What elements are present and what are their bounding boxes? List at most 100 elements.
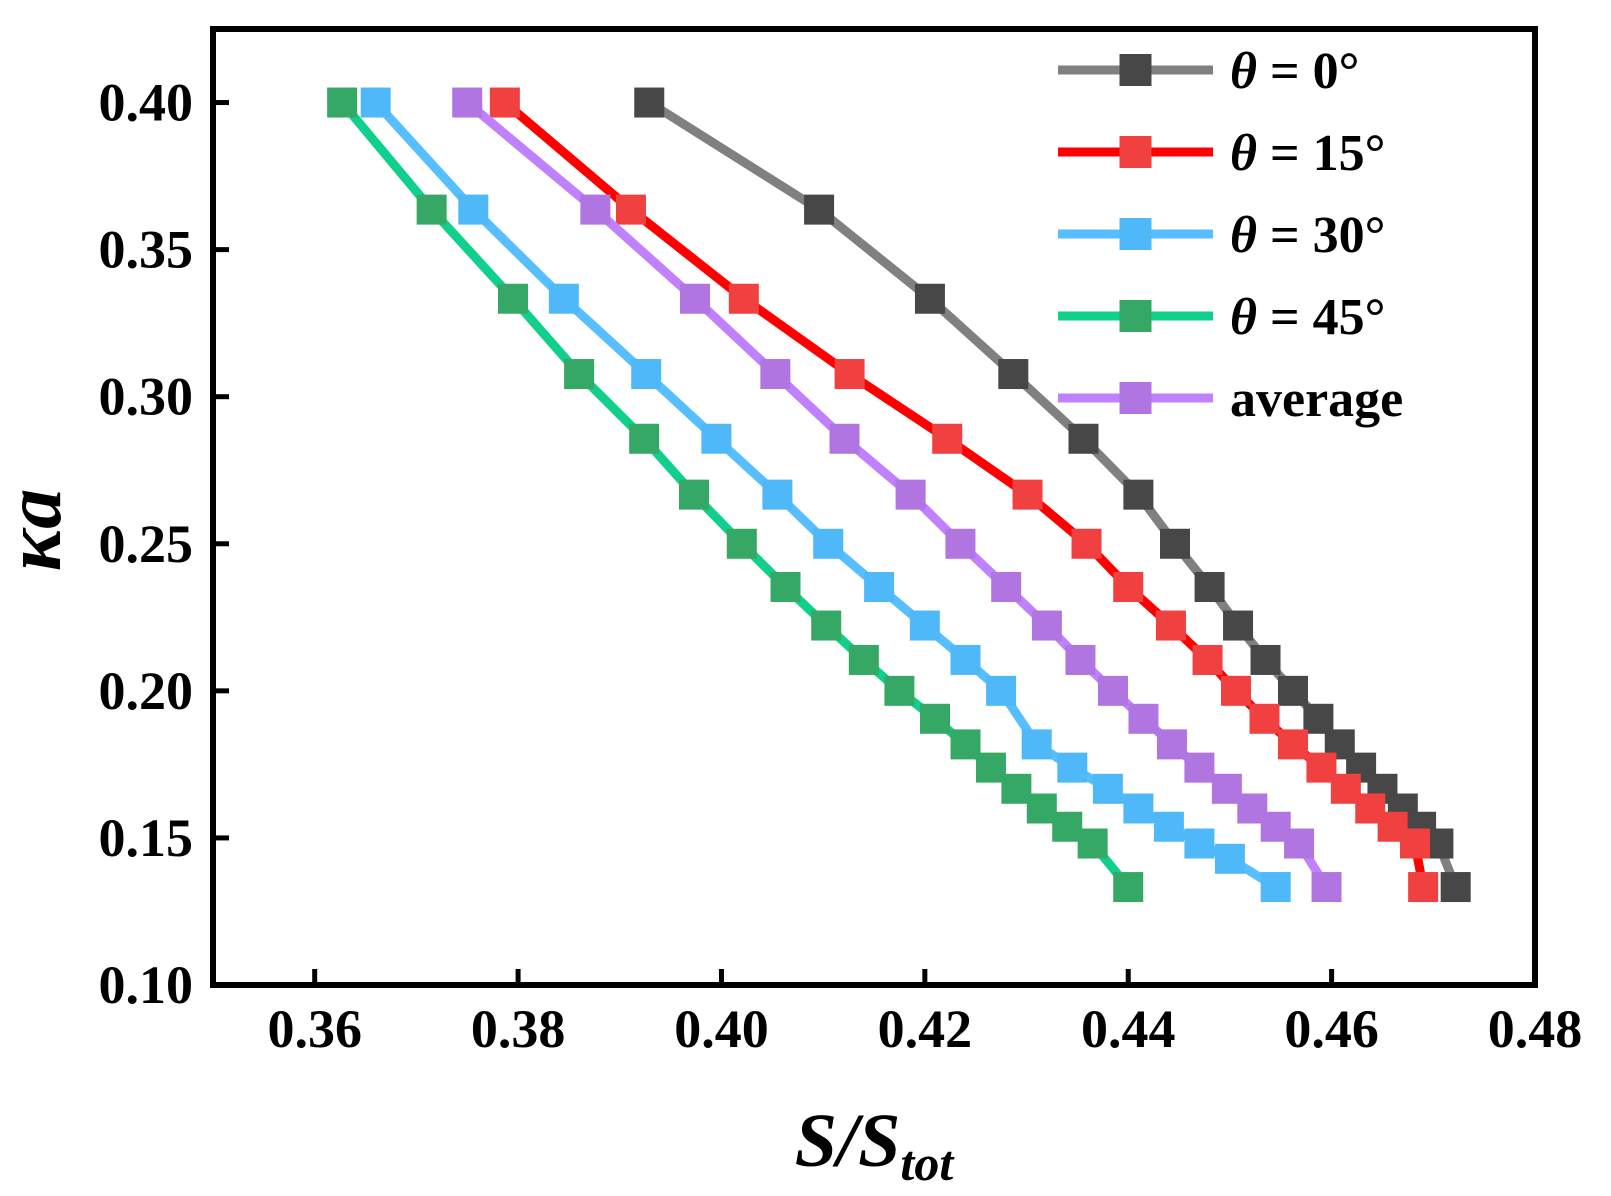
- data-point: [1057, 753, 1087, 783]
- data-point: [991, 572, 1021, 602]
- data-point: [1156, 611, 1186, 641]
- data-point: [1408, 872, 1438, 902]
- data-point: [1065, 645, 1095, 675]
- x-axis-title: S/Stot: [795, 1099, 956, 1191]
- data-point: [835, 359, 865, 389]
- chart: 0.36 0.38 0.40 0.42 0.44 0.46 0.48 0.100.150.2…: [0, 0, 1611, 1196]
- y-axis-title: κa: [0, 489, 78, 571]
- data-point: [1215, 844, 1245, 874]
- legend-label: θ = 45°: [1230, 289, 1385, 346]
- data-point: [564, 359, 594, 389]
- data-point: [1441, 872, 1471, 902]
- data-point: [1154, 812, 1184, 842]
- legend-item: θ = 45°: [1058, 289, 1385, 346]
- data-point: [945, 529, 975, 559]
- data-point: [1032, 611, 1062, 641]
- data-point: [771, 572, 801, 602]
- data-point: [760, 359, 790, 389]
- data-point: [490, 88, 520, 118]
- y-tick-label: 0.40: [99, 73, 194, 133]
- data-point: [830, 424, 860, 454]
- data-point: [458, 195, 488, 225]
- x-tick-label: 0.46: [1284, 999, 1379, 1059]
- data-point: [1093, 774, 1123, 804]
- data-point: [864, 572, 894, 602]
- y-tick-label: 0.25: [99, 514, 194, 574]
- legend-label: θ = 0°: [1230, 43, 1359, 100]
- y-tick-label: 0.20: [99, 661, 194, 721]
- data-point: [1251, 645, 1281, 675]
- data-point: [1184, 753, 1214, 783]
- legend-label: θ = 15°: [1230, 125, 1385, 182]
- data-point: [634, 88, 664, 118]
- legend-marker: [1120, 300, 1152, 332]
- data-point: [1312, 872, 1342, 902]
- legend-item: average: [1058, 371, 1403, 428]
- data-point: [1278, 676, 1308, 706]
- data-point: [1013, 480, 1043, 510]
- data-point: [1400, 829, 1430, 859]
- data-point: [1193, 645, 1223, 675]
- y-axis: 0.10 0.15 0.20 0.25 0.30 0.35 0.40: [99, 73, 230, 1015]
- data-point: [1123, 794, 1153, 824]
- data-point: [932, 424, 962, 454]
- data-point: [1221, 676, 1251, 706]
- data-point: [849, 645, 879, 675]
- x-axis-title-main: S/S: [795, 1099, 901, 1183]
- data-point: [679, 480, 709, 510]
- legend: θ = 0° θ = 15° θ = 30° θ = 45° average: [1058, 43, 1403, 428]
- x-tick-label: 0.42: [878, 999, 973, 1059]
- data-point: [1284, 829, 1314, 859]
- x-tick-label: 0.40: [674, 999, 769, 1059]
- data-point: [701, 424, 731, 454]
- data-point: [884, 676, 914, 706]
- data-point: [1128, 704, 1158, 734]
- data-point: [549, 284, 579, 314]
- x-tick-label: 0.48: [1488, 999, 1583, 1059]
- legend-label: θ = 30°: [1230, 207, 1385, 264]
- data-point: [804, 195, 834, 225]
- data-point: [631, 359, 661, 389]
- data-point: [727, 529, 757, 559]
- data-point: [1098, 676, 1128, 706]
- data-point: [1303, 704, 1333, 734]
- data-point: [680, 284, 710, 314]
- data-point: [1113, 872, 1143, 902]
- data-point: [910, 611, 940, 641]
- data-point: [361, 88, 391, 118]
- data-point: [1068, 424, 1098, 454]
- data-point: [1278, 729, 1308, 759]
- data-point: [998, 359, 1028, 389]
- series-4: [452, 88, 1341, 903]
- data-point: [1261, 872, 1291, 902]
- legend-item: θ = 15°: [1058, 125, 1385, 182]
- y-tick-label: 0.15: [99, 808, 194, 868]
- legend-marker: [1120, 218, 1152, 250]
- data-point: [1249, 704, 1279, 734]
- data-point: [811, 611, 841, 641]
- legend-marker: [1120, 54, 1152, 86]
- data-point: [1157, 729, 1187, 759]
- data-point: [1078, 829, 1108, 859]
- data-point: [1160, 529, 1190, 559]
- y-tick-label: 0.30: [99, 367, 194, 427]
- legend-item: θ = 30°: [1058, 207, 1385, 264]
- data-point: [1123, 480, 1153, 510]
- y-tick-label: 0.10: [99, 955, 194, 1015]
- data-point: [986, 676, 1016, 706]
- x-axis-title-subscript: tot: [900, 1135, 955, 1191]
- data-point: [452, 88, 482, 118]
- legend-marker: [1120, 136, 1152, 168]
- data-point: [1223, 611, 1253, 641]
- x-tick-label: 0.44: [1081, 999, 1176, 1059]
- x-tick-label: 0.38: [471, 999, 566, 1059]
- data-point: [1113, 572, 1143, 602]
- y-tick-label: 0.35: [99, 220, 194, 280]
- data-point: [1072, 529, 1102, 559]
- data-point: [951, 645, 981, 675]
- data-point: [729, 284, 759, 314]
- data-point: [616, 195, 646, 225]
- data-point: [762, 480, 792, 510]
- data-point: [327, 88, 357, 118]
- data-point: [1184, 829, 1214, 859]
